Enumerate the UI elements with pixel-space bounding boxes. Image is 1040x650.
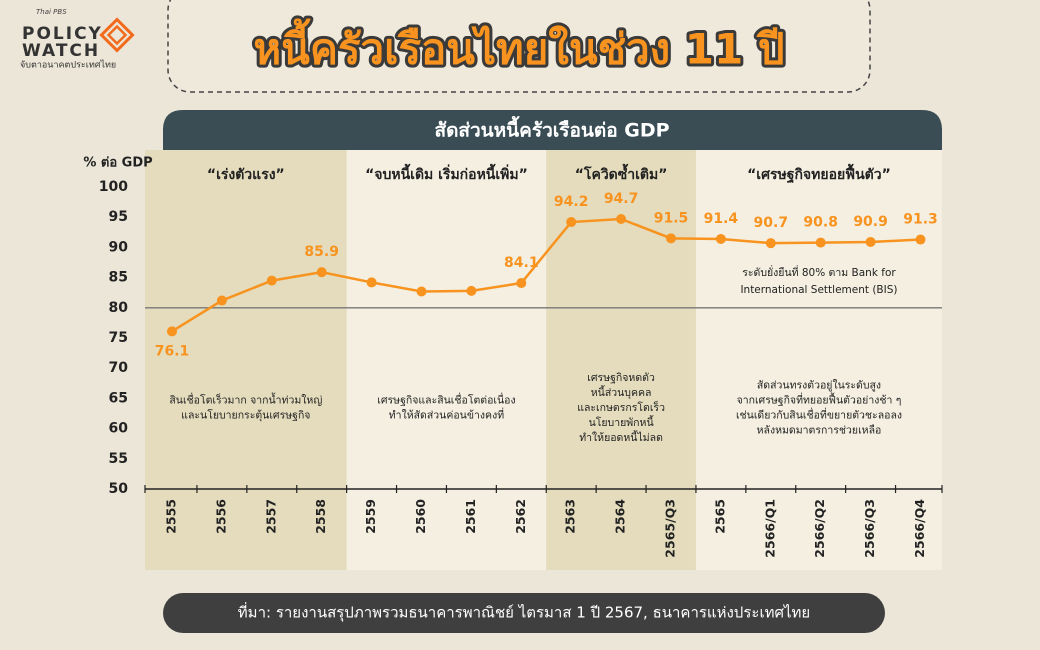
logo-icon xyxy=(99,17,135,53)
y-tick-label: 80 xyxy=(109,300,129,316)
period-note: สินเชื่อโตเร็วมาก จากน้ำท่วมใหญ่ xyxy=(169,393,322,407)
x-tick-label: 2565/Q3 xyxy=(663,499,678,558)
data-label: 91.5 xyxy=(654,210,689,226)
period-note: หลังหมดมาตรการช่วยเหลือ xyxy=(757,424,882,437)
data-label: 91.4 xyxy=(704,211,739,227)
period-note: จากเศรษฐกิจที่ทยอยฟื้นตัวอย่างช้า ๆ xyxy=(737,393,902,407)
data-point xyxy=(915,234,926,245)
period-band xyxy=(346,150,547,570)
period-title: “จบหนี้เดิม เริ่มก่อหนี้เพิ่ม” xyxy=(365,163,528,183)
y-tick-label: 70 xyxy=(109,360,129,376)
data-point xyxy=(865,236,876,247)
period-note: เศรษฐกิจและสินเชื่อโตต่อเนื่อง xyxy=(377,393,515,407)
x-tick-label: 2566/Q4 xyxy=(912,499,927,558)
data-point xyxy=(715,233,726,244)
data-label: 94.7 xyxy=(604,191,639,207)
source-bar xyxy=(163,593,885,633)
data-label: 90.9 xyxy=(853,214,888,230)
period-band xyxy=(695,150,942,570)
x-tick-label: 2565 xyxy=(712,499,727,534)
data-point xyxy=(765,238,776,249)
x-tick-label: 2563 xyxy=(563,499,578,534)
period-note: สัดส่วนทรงตัวอยู่ในระดับสูง xyxy=(757,379,881,392)
data-label: 90.8 xyxy=(803,215,838,231)
data-line xyxy=(171,217,921,333)
x-tick-label: 2566/Q3 xyxy=(862,499,877,558)
y-tick-label: 60 xyxy=(109,421,129,437)
period-title: “โควิดซ้ำเติม” xyxy=(575,163,668,183)
y-tick-label: 85 xyxy=(109,270,128,286)
period-band xyxy=(145,150,347,570)
data-point xyxy=(266,275,277,286)
y-tick-label: 75 xyxy=(109,330,128,346)
data-point xyxy=(366,277,377,288)
data-label: 94.2 xyxy=(554,194,589,210)
x-tick-label: 2555 xyxy=(164,499,179,534)
period-note: ทำให้ยอดหนี้ไม่ลด xyxy=(579,430,663,444)
period-note: เศรษฐกิจหดตัว xyxy=(587,372,655,384)
data-point xyxy=(216,295,227,306)
reference-label: International Settlement (BIS) xyxy=(740,284,897,296)
period-note: และเกษตรกรโตเร็ว xyxy=(577,400,665,414)
x-tick-label: 2564 xyxy=(613,499,628,534)
x-tick-label: 2556 xyxy=(213,499,228,534)
data-point xyxy=(666,233,676,244)
data-label: 90.7 xyxy=(754,215,789,231)
period-title: “เร่งตัวแรง” xyxy=(207,167,285,183)
chart-title: หนี้ครัวเรือนไทยในช่วง 11 ปี xyxy=(253,18,784,74)
title-box xyxy=(167,0,871,93)
data-point xyxy=(566,217,577,228)
period-title: “เศรษฐกิจทยอยฟื้นตัว” xyxy=(747,163,891,184)
subtitle-bar xyxy=(163,110,942,150)
data-label: 84.1 xyxy=(504,255,539,271)
x-tick-label: 2559 xyxy=(363,499,378,534)
logo-line2: WATCH xyxy=(22,41,100,61)
y-axis-label: % ต่อ GDP xyxy=(83,156,152,171)
y-tick-label: 100 xyxy=(99,179,128,195)
period-note: และนโยบายกระตุ้นเศรษฐกิจ xyxy=(181,409,310,422)
period-note: นโยบายพักหนี้ xyxy=(589,415,655,429)
x-tick-label: 2566/Q1 xyxy=(762,499,777,558)
reference-label: ระดับยั่งยืนที่ 80% ตาม Bank for xyxy=(742,265,896,279)
logo-line1: POLICY xyxy=(22,24,103,44)
x-tick-label: 2561 xyxy=(463,499,478,534)
data-point xyxy=(416,286,427,297)
period-note: หนี้ส่วนบุคคล xyxy=(591,385,652,399)
y-tick-label: 65 xyxy=(109,390,128,406)
data-label: 76.1 xyxy=(155,343,190,359)
data-point xyxy=(516,278,527,289)
logo-brand: Thai PBS xyxy=(36,8,67,16)
period-note: เช่นเดียวกับสินเชื่อที่ขยายตัวชะลอลง xyxy=(736,408,902,422)
x-tick-label: 2566/Q2 xyxy=(812,499,827,558)
x-tick-label: 2558 xyxy=(313,499,328,534)
logo-tagline: จับตาอนาคตประเทศไทย xyxy=(20,60,116,71)
data-point xyxy=(167,326,177,337)
source: ที่มา: รายงานสรุปภาพรวมธนาคารพาณิชย์ ไตร… xyxy=(238,602,810,623)
data-label: 85.9 xyxy=(304,244,339,260)
data-point xyxy=(316,267,327,278)
data-label: 91.3 xyxy=(903,212,938,228)
chart-subtitle: สัดส่วนหนี้ครัวเรือนต่อ GDP xyxy=(434,116,669,142)
x-tick-label: 2560 xyxy=(413,499,428,534)
period-note: ทำให้สัดส่วนค่อนข้างคงที่ xyxy=(389,408,504,422)
x-tick-label: 2557 xyxy=(263,499,278,534)
data-point xyxy=(815,237,826,248)
data-point xyxy=(616,214,627,225)
y-tick-label: 95 xyxy=(109,209,128,225)
data-point xyxy=(466,285,477,296)
x-tick-label: 2562 xyxy=(513,499,528,534)
y-tick-label: 50 xyxy=(109,481,129,497)
y-tick-label: 55 xyxy=(109,451,128,467)
y-tick-label: 90 xyxy=(109,239,129,255)
